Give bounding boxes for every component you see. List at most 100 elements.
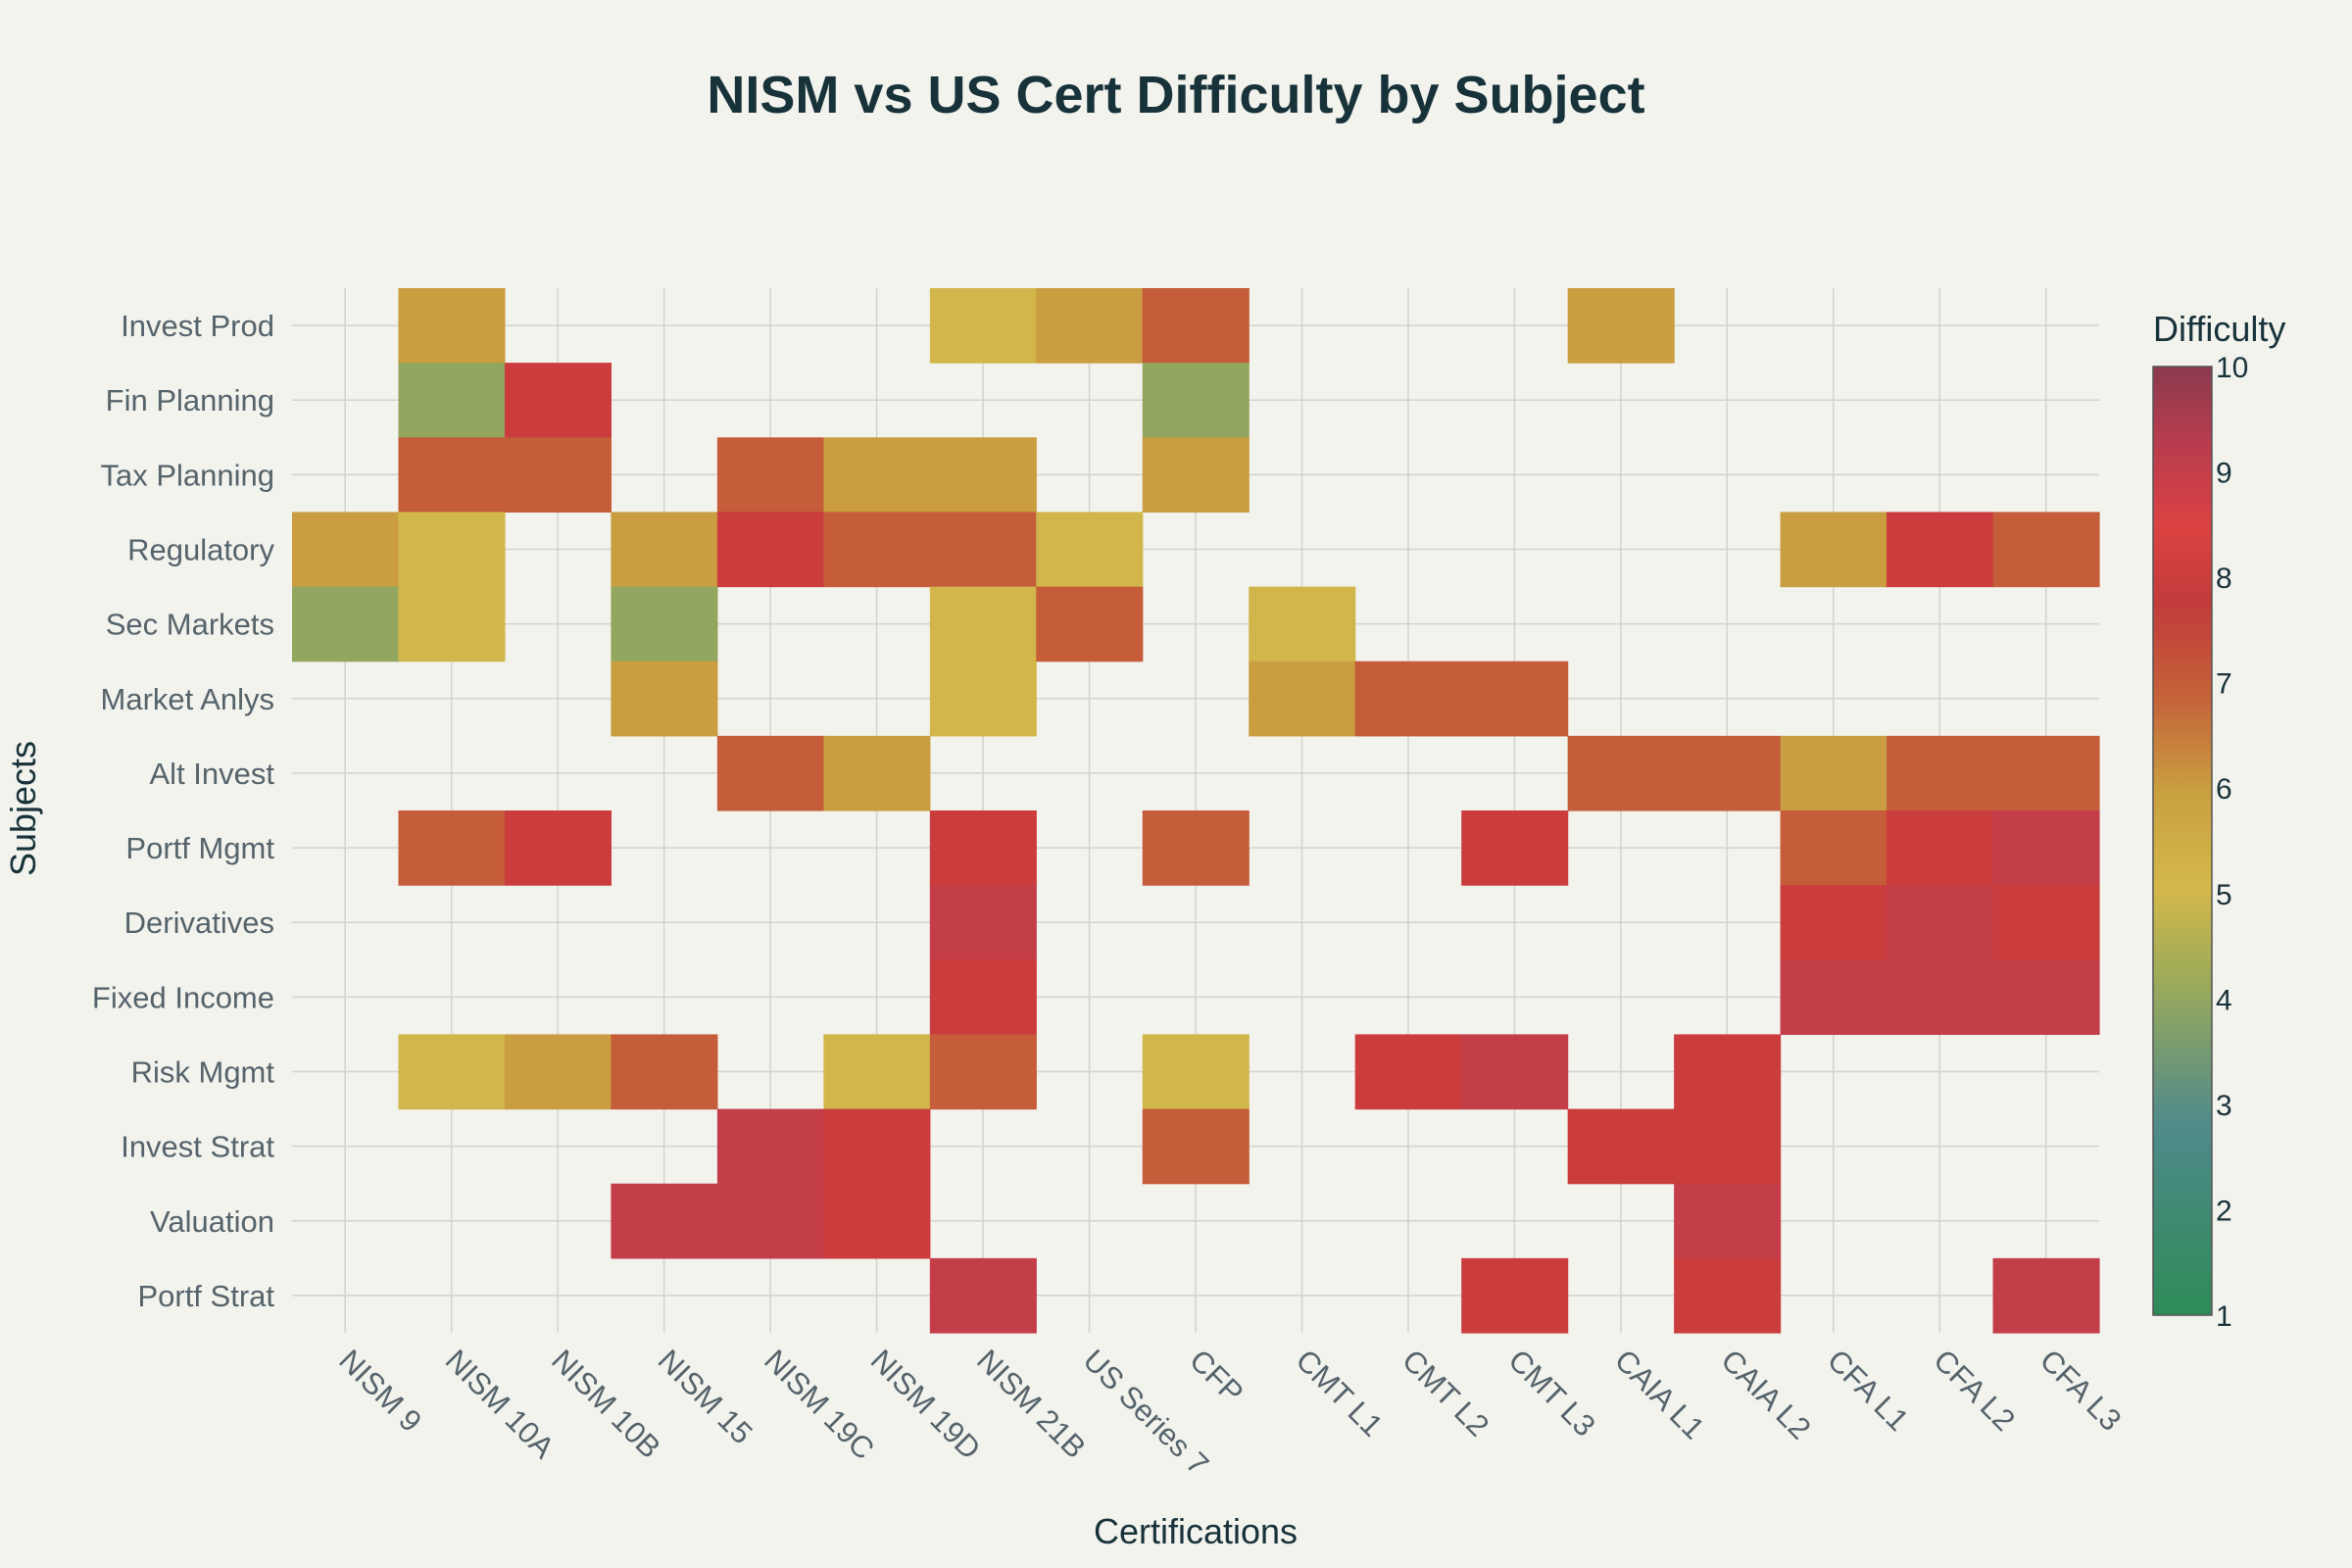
heatmap-cell bbox=[1674, 1257, 1782, 1334]
heatmap-cell bbox=[929, 810, 1037, 886]
heatmap-cell bbox=[823, 437, 931, 514]
heatmap-cell bbox=[929, 959, 1037, 1036]
heatmap-cell bbox=[398, 437, 506, 514]
heatmap-cell bbox=[823, 735, 931, 811]
y-tick-label: Valuation bbox=[150, 1204, 274, 1239]
heatmap-cell bbox=[1461, 661, 1569, 737]
x-tick-label: NISM 10A bbox=[439, 1343, 562, 1465]
heatmap-cell bbox=[1992, 1257, 2100, 1334]
heatmap-cell bbox=[1354, 661, 1462, 737]
heatmap-cell bbox=[1354, 1034, 1462, 1110]
colorbar-ticks: 1 2 3 4 5 6 7 8 9 10 bbox=[2216, 352, 2248, 1333]
heatmap-cell bbox=[1992, 810, 2100, 886]
x-tick-label: NISM 9 bbox=[332, 1343, 428, 1439]
heatmap-cell bbox=[929, 1034, 1037, 1110]
x-tick-label: NISM 19D bbox=[864, 1343, 988, 1466]
y-tick-label: Risk Mgmt bbox=[131, 1055, 275, 1090]
heatmap-cell bbox=[398, 512, 506, 588]
heatmap-cell bbox=[929, 512, 1037, 588]
heatmap-cell bbox=[611, 1034, 718, 1110]
colorbar-tick-label: 6 bbox=[2216, 773, 2232, 806]
heatmap-cell bbox=[1886, 885, 1994, 960]
x-tick-label: NISM 21B bbox=[970, 1343, 1093, 1465]
x-tick-label: CFP bbox=[1183, 1343, 1250, 1410]
heatmap-cell bbox=[1142, 288, 1250, 364]
heatmap-cell bbox=[398, 288, 506, 364]
y-tick-label: Market Anlys bbox=[101, 682, 274, 716]
colorbar-tick-label: 2 bbox=[2216, 1195, 2232, 1227]
heatmap-cell bbox=[716, 1183, 824, 1259]
heatmap-cell bbox=[1142, 363, 1250, 438]
y-tick-label: Regulatory bbox=[127, 533, 274, 567]
colorbar-tick-label: 5 bbox=[2216, 879, 2232, 911]
y-tick-label: Tax Planning bbox=[100, 458, 274, 492]
heatmap-cell bbox=[1142, 437, 1250, 514]
heatmap-cell bbox=[504, 1034, 612, 1110]
heatmap-cell bbox=[716, 512, 824, 588]
heatmap-cell bbox=[1886, 512, 1994, 588]
x-tick-label: CFA L1 bbox=[1821, 1343, 1916, 1438]
heatmap-cell bbox=[504, 437, 612, 514]
heatmap-cell bbox=[398, 1034, 506, 1110]
heatmap-cell bbox=[1992, 512, 2100, 588]
y-tick-label: Fixed Income bbox=[92, 980, 274, 1014]
heatmap-cell bbox=[611, 512, 718, 588]
heatmap-cell bbox=[1992, 735, 2100, 811]
heatmap-cell bbox=[1780, 810, 1887, 886]
y-tick-label: Invest Strat bbox=[121, 1130, 274, 1164]
heatmap-cell bbox=[1036, 288, 1144, 364]
heatmap-cell bbox=[1780, 512, 1887, 588]
heatmap-cell bbox=[1567, 288, 1675, 364]
heatmap-cell bbox=[398, 586, 506, 662]
heatmap-cell bbox=[1249, 586, 1356, 662]
x-tick-label: CAIA L1 bbox=[1608, 1343, 1711, 1446]
heatmap-cell bbox=[292, 586, 400, 662]
y-tick-label: Portf Mgmt bbox=[125, 831, 274, 865]
heatmap-cell bbox=[929, 586, 1037, 662]
heatmap-cell bbox=[1992, 959, 2100, 1036]
colorbar-tick-label: 9 bbox=[2216, 458, 2232, 490]
heatmap-cell bbox=[716, 1108, 824, 1185]
heatmap-cell bbox=[398, 363, 506, 438]
heatmap-cell bbox=[1567, 735, 1675, 811]
heatmap-cell bbox=[1674, 1183, 1782, 1259]
heatmap-cell bbox=[716, 735, 824, 811]
heatmap-cell bbox=[929, 1257, 1037, 1334]
heatmap-cell bbox=[1567, 1108, 1675, 1185]
heatmap-cell bbox=[1780, 735, 1887, 811]
heatmap-cell bbox=[1674, 1034, 1782, 1110]
heatmap-cell bbox=[1886, 959, 1994, 1036]
colorbar: Difficulty 1 2 3 4 5 6 7 8 9 10 bbox=[2152, 309, 2285, 1333]
x-tick-label: CAIA L2 bbox=[1714, 1343, 1817, 1446]
heatmap-cell bbox=[1249, 661, 1356, 737]
x-tick-label: CMT L1 bbox=[1290, 1343, 1390, 1443]
heatmap-cell bbox=[1674, 1108, 1782, 1185]
y-tick-label: Sec Markets bbox=[106, 608, 274, 642]
heatmap-cell bbox=[292, 512, 400, 588]
x-tick-label: CMT L3 bbox=[1501, 1343, 1601, 1443]
colorbar-tick-label: 1 bbox=[2216, 1300, 2232, 1333]
heatmap-cell bbox=[929, 288, 1037, 364]
heatmap-cell bbox=[929, 437, 1037, 514]
heatmap-cell bbox=[611, 586, 718, 662]
heatmap-cell bbox=[398, 810, 506, 886]
heatmap-cell bbox=[504, 363, 612, 438]
x-axis-title: Certifications bbox=[1094, 1511, 1298, 1551]
colorbar-tick-label: 8 bbox=[2216, 563, 2232, 595]
heatmap-cell bbox=[823, 512, 931, 588]
x-tick-label: NISM 19C bbox=[758, 1343, 881, 1466]
heatmap-cell bbox=[716, 437, 824, 514]
heatmap-cell bbox=[611, 1183, 718, 1259]
heatmap-cell bbox=[504, 810, 612, 886]
heatmap-cell bbox=[823, 1034, 931, 1110]
heatmap-cell bbox=[1886, 810, 1994, 886]
colorbar-tick-label: 3 bbox=[2216, 1090, 2232, 1122]
heatmap-cell bbox=[1461, 1257, 1569, 1334]
y-tick-label: Invest Prod bbox=[121, 309, 274, 343]
y-tick-label: Fin Planning bbox=[106, 383, 274, 417]
heatmap-cell bbox=[929, 885, 1037, 960]
colorbar-title: Difficulty bbox=[2153, 309, 2285, 349]
heatmap-cell bbox=[1780, 885, 1887, 960]
